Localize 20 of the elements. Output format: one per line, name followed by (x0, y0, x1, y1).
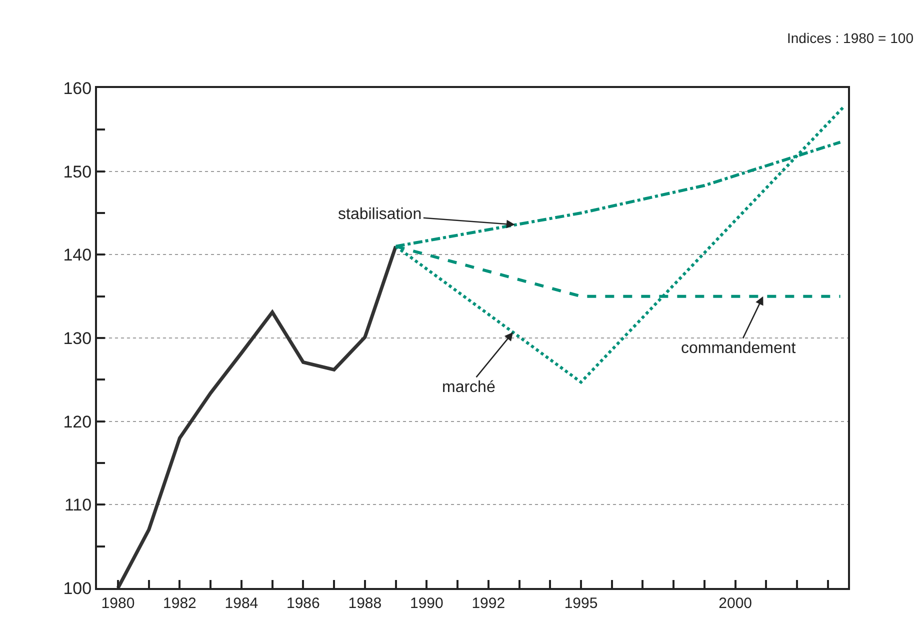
text: Indices : 1980 = 100 (787, 30, 914, 46)
x-tick-label: 1984 (224, 595, 258, 612)
x-tick-label: 1995 (564, 595, 598, 612)
x-tick-label: 2000 (718, 595, 752, 612)
annotation: stabilisation (338, 206, 422, 223)
x-tick-label: 1990 (410, 595, 444, 612)
y-tick-label: 110 (64, 496, 92, 515)
x-tick-label: 1980 (101, 595, 135, 612)
y-tick-label: 130 (63, 328, 92, 348)
y-tick-label: 160 (63, 78, 92, 98)
x-tick-label: 1986 (286, 595, 320, 612)
y-tick-label: 120 (63, 412, 92, 432)
annotation: marché (442, 379, 496, 396)
x-tick-label: 1982 (163, 595, 196, 612)
annotation: commandement (681, 340, 796, 357)
x-tick-label: 1988 (348, 595, 382, 612)
x-tick-label: 1992 (472, 595, 506, 612)
y-tick-label: 150 (63, 162, 92, 182)
y-tick-label: 100 (63, 578, 92, 598)
y-tick-label: 140 (63, 246, 92, 265)
